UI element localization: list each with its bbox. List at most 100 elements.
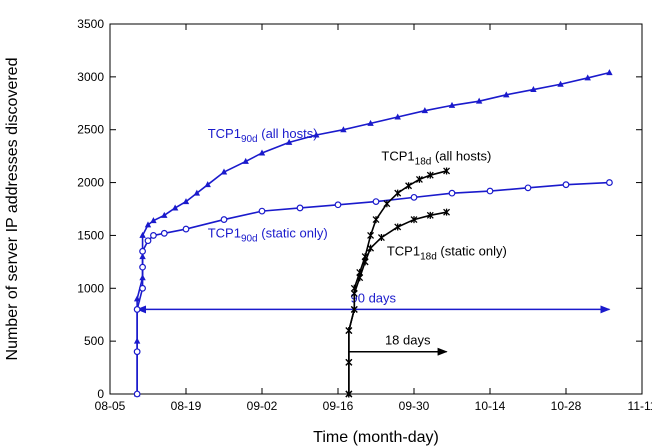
data-point bbox=[133, 295, 141, 302]
data-point bbox=[606, 179, 613, 186]
data-point bbox=[160, 229, 168, 237]
x-tick-label: 08-05 bbox=[95, 399, 126, 413]
data-point bbox=[144, 237, 152, 245]
data-point bbox=[426, 171, 434, 179]
data-point bbox=[340, 126, 347, 133]
data-point bbox=[345, 390, 353, 398]
x-tick-label: 09-02 bbox=[247, 399, 278, 413]
data-point bbox=[421, 107, 429, 114]
y-axis: 0 500 1000 1500 2000 2500 3000 3500 bbox=[77, 17, 642, 401]
data-point bbox=[562, 181, 570, 189]
data-point bbox=[405, 182, 413, 190]
data-point bbox=[361, 258, 369, 266]
annotation-label: 90 days bbox=[351, 290, 397, 305]
data-point bbox=[503, 91, 510, 98]
annotations: 90 days 18 days bbox=[136, 290, 611, 356]
data-point bbox=[383, 200, 391, 208]
data-point bbox=[356, 274, 364, 282]
series-label-rest: (all hosts) bbox=[258, 126, 318, 141]
x-tick-label: 09-30 bbox=[399, 399, 430, 413]
data-point bbox=[171, 204, 179, 211]
x-tick-label: 08-19 bbox=[171, 399, 202, 413]
data-point bbox=[161, 211, 168, 218]
data-point bbox=[220, 168, 228, 175]
series-label-rest: (static only) bbox=[258, 226, 328, 241]
data-point bbox=[606, 69, 613, 76]
data-point bbox=[204, 181, 211, 188]
data-point bbox=[524, 184, 532, 192]
data-point bbox=[182, 225, 190, 233]
data-point bbox=[584, 74, 591, 81]
annotation-label: 18 days bbox=[385, 333, 431, 348]
data-point bbox=[426, 211, 434, 219]
data-point bbox=[133, 390, 141, 398]
data-point bbox=[486, 187, 494, 195]
series-label-base: TCP1 bbox=[208, 126, 241, 141]
data-point bbox=[350, 290, 358, 298]
data-point bbox=[139, 263, 146, 271]
y-tick-label: 500 bbox=[84, 334, 104, 348]
data-point bbox=[367, 231, 375, 239]
series-label-rest: (static only) bbox=[437, 244, 507, 259]
data-point bbox=[139, 284, 146, 292]
series-line bbox=[136, 181, 610, 394]
data-point bbox=[557, 80, 564, 87]
data-point bbox=[133, 348, 141, 356]
data-point bbox=[377, 234, 385, 242]
data-point bbox=[367, 119, 374, 126]
data-point bbox=[394, 189, 402, 197]
series-label-subscript: 18d bbox=[415, 156, 432, 167]
x-axis: 08-05 08-19 09-02 09-16 09-30 10-14 10-28 11-11 bbox=[95, 24, 652, 413]
data-point bbox=[258, 207, 266, 215]
y-axis-label: Number of server IP addresses discovered bbox=[4, 58, 21, 361]
data-point bbox=[530, 86, 537, 93]
data-point bbox=[372, 198, 380, 206]
data-point bbox=[133, 306, 141, 313]
y-tick-label: 1500 bbox=[77, 228, 104, 242]
series-label: TCP118d (static only) bbox=[387, 244, 507, 263]
data-point bbox=[182, 198, 190, 205]
data-point bbox=[139, 231, 146, 238]
data-point bbox=[443, 167, 451, 175]
series-label-base: TCP1 bbox=[381, 148, 414, 163]
y-tick-label: 3000 bbox=[77, 70, 104, 84]
data-point bbox=[372, 216, 380, 224]
x-tick-label: 10-14 bbox=[475, 399, 506, 413]
data-point bbox=[139, 247, 146, 255]
data-point bbox=[144, 221, 152, 228]
series-layer bbox=[133, 69, 613, 398]
series-label-base: TCP1 bbox=[387, 244, 420, 259]
data-point bbox=[443, 208, 451, 216]
data-point bbox=[475, 97, 483, 104]
y-tick-label: 1000 bbox=[77, 281, 104, 295]
data-point bbox=[410, 193, 418, 201]
plot-frame bbox=[109, 23, 643, 395]
series-label-subscript: 18d bbox=[420, 252, 437, 263]
y-tick-label: 2000 bbox=[77, 176, 104, 190]
series-label-subscript: 90d bbox=[241, 234, 258, 245]
data-point bbox=[313, 131, 320, 138]
y-tick-label: 0 bbox=[97, 387, 104, 401]
series-label-rest: (all hosts) bbox=[431, 148, 491, 163]
y-tick-label: 3500 bbox=[77, 17, 104, 31]
data-point bbox=[345, 327, 353, 335]
data-point bbox=[345, 358, 353, 366]
series-2 bbox=[345, 167, 451, 398]
y-tick-label: 2500 bbox=[77, 123, 104, 137]
data-point bbox=[415, 175, 423, 183]
data-point bbox=[350, 305, 358, 313]
series-label: TCP190d (all hosts) bbox=[208, 126, 318, 145]
series-label: TCP190d (static only) bbox=[208, 226, 328, 245]
x-axis-label: Time (month-day) bbox=[313, 429, 439, 446]
data-point bbox=[367, 244, 375, 252]
data-point bbox=[296, 204, 304, 212]
x-tick-label: 11-11 bbox=[628, 399, 652, 413]
series-label: TCP118d (all hosts) bbox=[381, 148, 491, 167]
data-point bbox=[150, 232, 157, 239]
data-point bbox=[258, 149, 266, 156]
data-point bbox=[242, 157, 249, 164]
data-point bbox=[193, 189, 201, 196]
series-1 bbox=[133, 179, 613, 398]
x-tick-label: 10-28 bbox=[551, 399, 582, 413]
